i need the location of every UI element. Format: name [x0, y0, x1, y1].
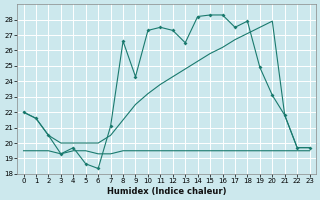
X-axis label: Humidex (Indice chaleur): Humidex (Indice chaleur)	[107, 187, 226, 196]
